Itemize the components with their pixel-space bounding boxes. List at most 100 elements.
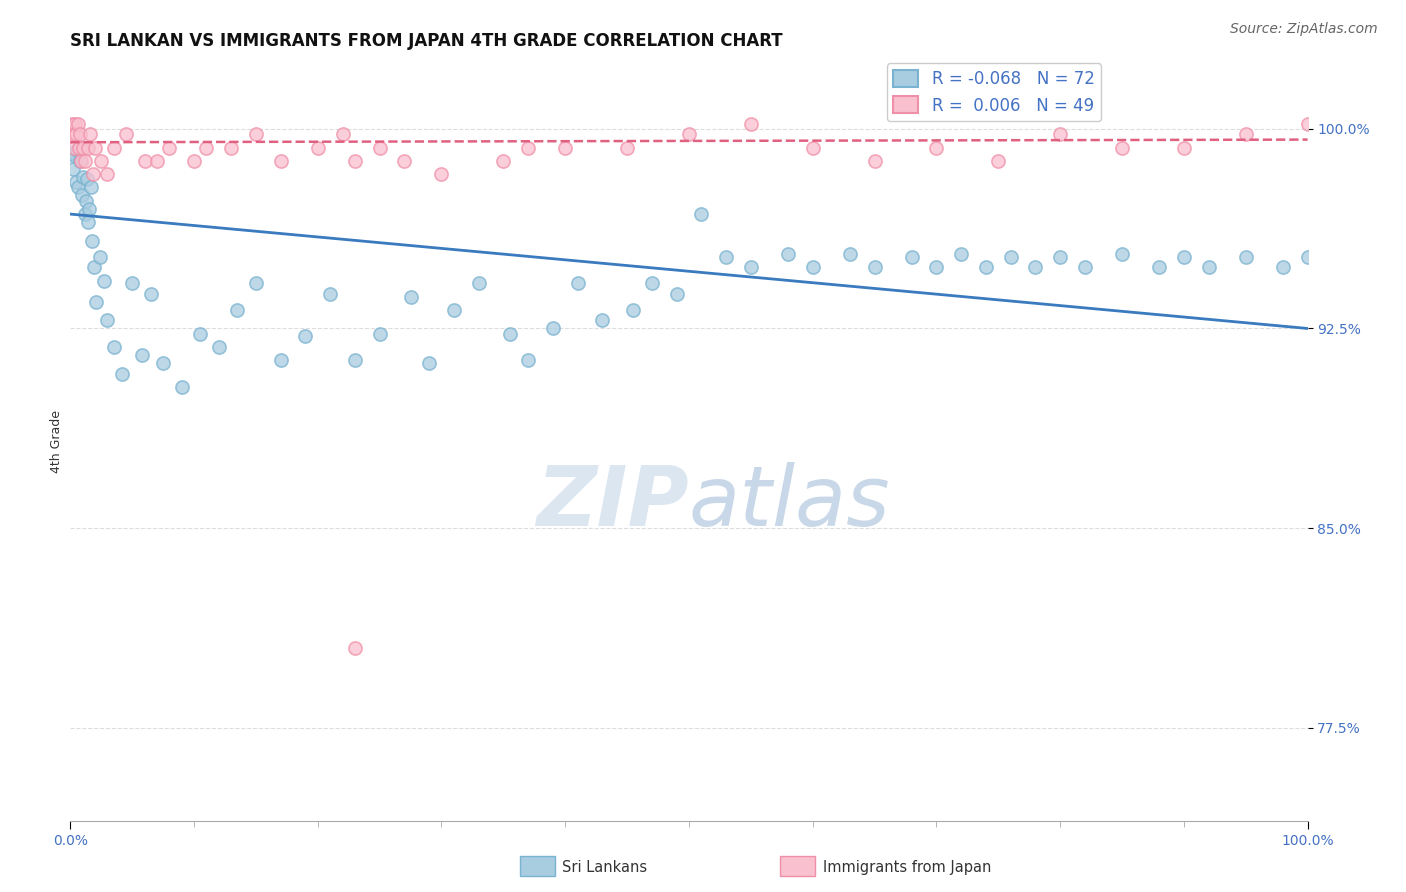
Point	[73, 207, 96, 221]
Point	[740, 260, 762, 275]
Point	[79, 128, 101, 142]
Point	[517, 353, 540, 368]
Point	[63, 148, 86, 162]
Point	[270, 353, 292, 368]
Point	[84, 294, 107, 309]
Point	[987, 153, 1010, 168]
Point	[219, 140, 242, 154]
Point	[1111, 247, 1133, 261]
Point	[616, 140, 638, 154]
Point	[368, 326, 391, 341]
Point	[103, 340, 125, 354]
Point	[1000, 250, 1022, 264]
Point	[146, 153, 169, 168]
Point	[343, 353, 366, 368]
Point	[801, 140, 824, 154]
Point	[307, 140, 329, 154]
Point	[70, 153, 93, 168]
Text: Immigrants from Japan: Immigrants from Japan	[823, 861, 991, 875]
Point	[139, 286, 162, 301]
Point	[131, 348, 153, 362]
Point	[1147, 260, 1170, 275]
Point	[665, 286, 688, 301]
Point	[567, 277, 589, 291]
Point	[1234, 128, 1257, 142]
Point	[188, 326, 211, 341]
Point	[208, 340, 231, 354]
Point	[183, 153, 205, 168]
Point	[1111, 140, 1133, 154]
Point	[332, 128, 354, 142]
Point	[319, 286, 342, 301]
Legend: R = -0.068   N = 72, R =  0.006   N = 49: R = -0.068 N = 72, R = 0.006 N = 49	[887, 63, 1101, 121]
Point	[90, 153, 112, 168]
Point	[66, 143, 89, 157]
Point	[83, 260, 105, 275]
Point	[801, 260, 824, 275]
Point	[1296, 250, 1319, 264]
Point	[76, 172, 98, 186]
Point	[82, 167, 104, 181]
Point	[69, 140, 91, 154]
Point	[1198, 260, 1220, 275]
Text: SRI LANKAN VS IMMIGRANTS FROM JAPAN 4TH GRADE CORRELATION CHART: SRI LANKAN VS IMMIGRANTS FROM JAPAN 4TH …	[70, 32, 783, 50]
Point	[776, 247, 799, 261]
Point	[621, 302, 644, 317]
Point	[467, 277, 489, 291]
Point	[152, 356, 174, 370]
Text: Source: ZipAtlas.com: Source: ZipAtlas.com	[1230, 22, 1378, 37]
Point	[399, 289, 422, 303]
Point	[690, 207, 713, 221]
Point	[1271, 260, 1294, 275]
Point	[492, 153, 515, 168]
Point	[863, 260, 886, 275]
Point	[62, 128, 84, 142]
Point	[1173, 140, 1195, 154]
Point	[80, 234, 103, 248]
Point	[1024, 260, 1046, 275]
Point	[863, 153, 886, 168]
Point	[70, 188, 93, 202]
Point	[498, 326, 520, 341]
Point	[67, 140, 90, 154]
Point	[76, 140, 98, 154]
Point	[75, 153, 97, 168]
Point	[541, 321, 564, 335]
Point	[678, 128, 700, 142]
Point	[75, 194, 97, 208]
Point	[294, 329, 316, 343]
Point	[925, 140, 948, 154]
Text: Sri Lankans: Sri Lankans	[562, 861, 648, 875]
Point	[69, 153, 91, 168]
Point	[1234, 250, 1257, 264]
Text: ZIP: ZIP	[536, 462, 689, 542]
Point	[270, 153, 292, 168]
Point	[1049, 250, 1071, 264]
Point	[60, 117, 83, 131]
Point	[554, 140, 576, 154]
Point	[1173, 250, 1195, 264]
Point	[89, 250, 111, 264]
Point	[66, 117, 89, 131]
Point	[115, 128, 138, 142]
Point	[1049, 128, 1071, 142]
Point	[157, 140, 180, 154]
Point	[103, 140, 125, 154]
Point	[838, 247, 860, 261]
Point	[96, 167, 118, 181]
Point	[394, 153, 416, 168]
Point	[517, 140, 540, 154]
Y-axis label: 4th Grade: 4th Grade	[51, 410, 63, 473]
Point	[60, 145, 83, 160]
Point	[925, 260, 948, 275]
Point	[77, 215, 100, 229]
Point	[121, 277, 143, 291]
Point	[714, 250, 737, 264]
Point	[418, 356, 440, 370]
Point	[170, 380, 193, 394]
Point	[641, 277, 664, 291]
Point	[195, 140, 218, 154]
Point	[62, 161, 84, 176]
Point	[63, 140, 86, 154]
Point	[974, 260, 997, 275]
